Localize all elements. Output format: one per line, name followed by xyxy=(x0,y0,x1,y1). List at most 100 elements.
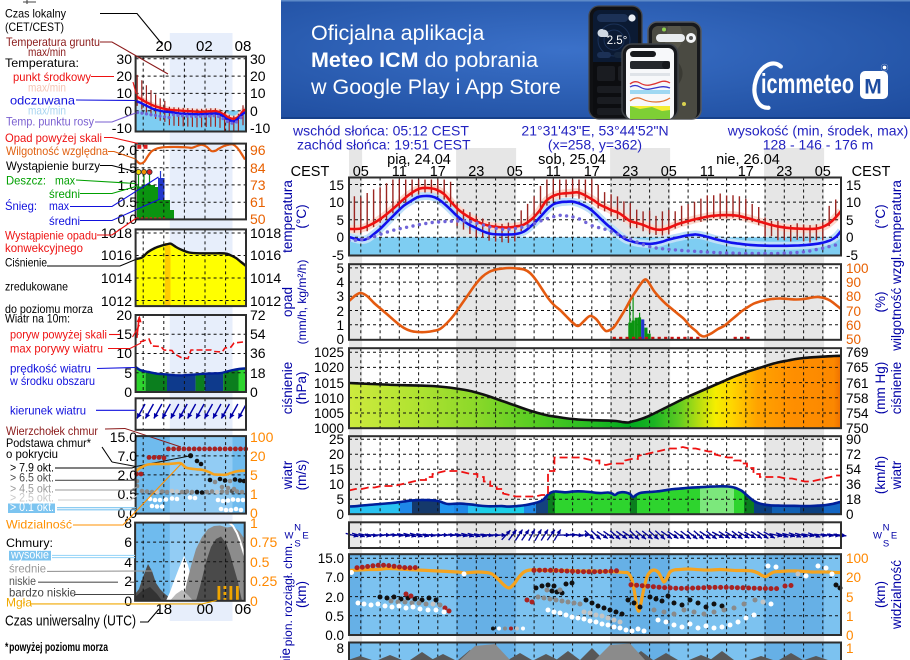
svg-text:średnie: średnie xyxy=(9,562,46,576)
svg-text:30: 30 xyxy=(250,51,266,67)
svg-text:72: 72 xyxy=(846,447,861,462)
svg-text:36: 36 xyxy=(846,477,861,492)
svg-text:15: 15 xyxy=(329,462,344,477)
svg-text:CEST: CEST xyxy=(291,164,330,180)
svg-text:5: 5 xyxy=(336,261,344,276)
svg-text:> 2.5 okt.: > 2.5 okt. xyxy=(10,491,54,505)
svg-text:prędkość wiatru: prędkość wiatru xyxy=(10,362,91,376)
svg-text:> 4.5 okt.: > 4.5 okt. xyxy=(10,481,54,495)
svg-text:Deszcz:: Deszcz: xyxy=(6,174,46,188)
svg-text:4: 4 xyxy=(336,275,344,290)
svg-text:10: 10 xyxy=(329,477,344,492)
svg-text:Wilgotność względna: Wilgotność względna xyxy=(6,144,108,158)
svg-text:Mgła: Mgła xyxy=(6,596,32,610)
svg-text:temperatura: temperatura xyxy=(280,180,295,253)
svg-text:sob, 25.04: sob, 25.04 xyxy=(538,152,606,168)
svg-text:0: 0 xyxy=(846,507,854,522)
svg-text:0.5: 0.5 xyxy=(250,554,270,570)
svg-text:05: 05 xyxy=(353,164,369,180)
svg-text:> 0.1 okt.: > 0.1 okt. xyxy=(10,500,54,514)
svg-text:wschód słońca: 05:12 CEST: wschód słońca: 05:12 CEST xyxy=(292,123,469,139)
svg-text:25: 25 xyxy=(329,432,344,447)
svg-text:2.5°: 2.5° xyxy=(607,35,628,47)
svg-text:Widzialność: Widzialność xyxy=(6,518,72,532)
svg-text:0: 0 xyxy=(846,628,854,643)
svg-text:0: 0 xyxy=(250,103,258,119)
svg-text:1.0: 1.0 xyxy=(118,177,138,193)
svg-text:5: 5 xyxy=(250,467,258,483)
svg-text:18: 18 xyxy=(846,492,861,507)
svg-text:o pokryciu: o pokryciu xyxy=(6,447,58,461)
svg-text:wysokość (min, środek, max): wysokość (min, środek, max) xyxy=(727,123,908,139)
svg-text:5: 5 xyxy=(846,213,854,228)
svg-text:(°C): (°C) xyxy=(294,204,309,228)
svg-text:zachód słońca: 19:51 CEST: zachód słońca: 19:51 CEST xyxy=(297,137,471,153)
svg-text:10: 10 xyxy=(250,85,266,101)
svg-text:(km): (km) xyxy=(294,581,309,608)
svg-text:05: 05 xyxy=(661,164,677,180)
svg-text:754: 754 xyxy=(846,406,869,421)
svg-text:1005: 1005 xyxy=(314,406,344,421)
svg-text:06: 06 xyxy=(235,601,252,618)
svg-text:50: 50 xyxy=(846,332,861,347)
svg-text:W: W xyxy=(285,531,294,542)
svg-text:icmmeteo: icmmeteo xyxy=(761,68,854,99)
svg-text:Podstawa chmur*: Podstawa chmur* xyxy=(6,436,91,450)
svg-text:w Google Play i App Store: w Google Play i App Store xyxy=(310,75,561,99)
svg-text:Temperatura gruntu: Temperatura gruntu xyxy=(6,35,100,49)
svg-text:max: max xyxy=(55,174,75,188)
svg-text:1012: 1012 xyxy=(250,293,281,309)
svg-text:15: 15 xyxy=(116,326,132,342)
svg-text:3: 3 xyxy=(336,289,344,304)
svg-text:0.0: 0.0 xyxy=(325,628,344,643)
svg-text:2.0: 2.0 xyxy=(325,590,344,605)
svg-text:05: 05 xyxy=(815,164,831,180)
svg-text:23: 23 xyxy=(468,164,484,180)
svg-text:odczuwana: odczuwana xyxy=(10,94,75,108)
svg-text:769: 769 xyxy=(846,345,869,360)
svg-text:-10: -10 xyxy=(112,120,132,136)
svg-text:7.0: 7.0 xyxy=(118,448,138,464)
svg-text:Temp. punktu rosy: Temp. punktu rosy xyxy=(6,115,94,129)
svg-text:00: 00 xyxy=(197,601,214,618)
svg-text:1: 1 xyxy=(250,515,258,531)
svg-text:90: 90 xyxy=(846,432,861,447)
svg-text:72: 72 xyxy=(250,307,266,323)
svg-text:max/min: max/min xyxy=(28,45,66,59)
svg-text:Oficjalna aplikacja: Oficjalna aplikacja xyxy=(311,21,484,45)
svg-text:60: 60 xyxy=(846,318,861,333)
svg-text:0.0: 0.0 xyxy=(118,211,138,227)
svg-text:100: 100 xyxy=(846,551,869,566)
svg-text:0: 0 xyxy=(250,505,258,521)
svg-text:* powyżej poziomu morza: * powyżej poziomu morza xyxy=(5,640,108,654)
svg-text:konwekcyjnego: konwekcyjnego xyxy=(5,241,83,255)
svg-text:0: 0 xyxy=(124,593,132,609)
svg-text:1018: 1018 xyxy=(250,225,281,241)
svg-text:23: 23 xyxy=(776,164,792,180)
svg-text:80: 80 xyxy=(846,289,861,304)
svg-text:(CET/CEST): (CET/CEST) xyxy=(5,20,64,34)
svg-text:10: 10 xyxy=(116,85,132,101)
svg-text:1: 1 xyxy=(846,641,854,656)
svg-text:poryw powyżej skali: poryw powyżej skali xyxy=(10,328,107,342)
svg-text:0.5: 0.5 xyxy=(325,609,344,624)
svg-text:750: 750 xyxy=(846,421,869,436)
svg-text:8: 8 xyxy=(336,641,344,656)
svg-text:Czas lokalny: Czas lokalny xyxy=(5,7,66,21)
svg-text:widzialność: widzialność xyxy=(889,560,904,630)
svg-text:7.0: 7.0 xyxy=(325,570,344,585)
svg-text:Meteo ICM do pobrania: Meteo ICM do pobrania xyxy=(311,48,538,72)
svg-text:pią, 24.04: pią, 24.04 xyxy=(387,152,451,168)
svg-text:23: 23 xyxy=(622,164,638,180)
svg-text:17: 17 xyxy=(430,164,446,180)
svg-text:96: 96 xyxy=(250,142,266,158)
svg-text:(x=258, y=362): (x=258, y=362) xyxy=(548,137,642,153)
svg-text:> 7.9 okt.: > 7.9 okt. xyxy=(10,461,54,475)
svg-text:10: 10 xyxy=(329,195,344,210)
svg-text:73: 73 xyxy=(250,177,266,193)
svg-text:11: 11 xyxy=(700,164,715,180)
svg-text:wysokie: wysokie xyxy=(10,548,49,562)
svg-text:0: 0 xyxy=(124,103,132,119)
svg-text:1: 1 xyxy=(250,486,258,502)
svg-text:(km/h): (km/h) xyxy=(873,456,888,494)
